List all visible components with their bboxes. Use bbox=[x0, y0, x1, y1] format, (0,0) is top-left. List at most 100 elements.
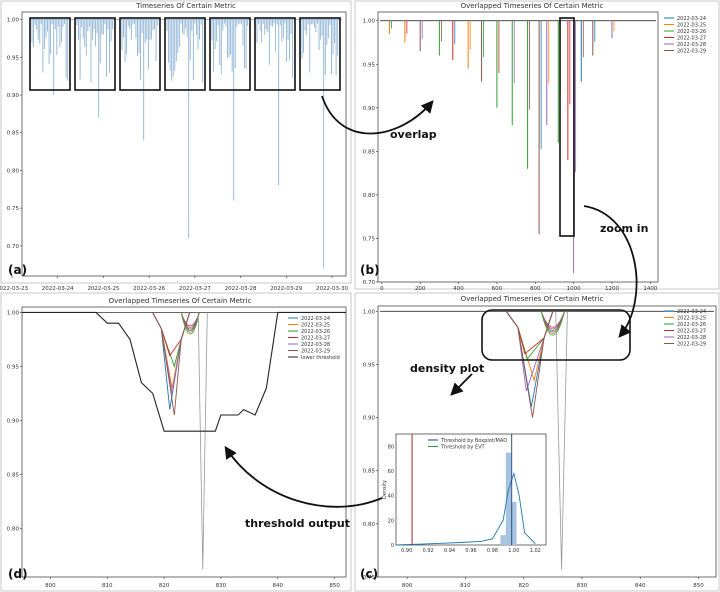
panel-d-xtick-3: 830 bbox=[216, 583, 227, 589]
panel-d-marks: 1.00 0.95 0.90 0.85 0.80 800 810 820 830 840 850 20… bbox=[7, 310, 346, 589]
panel-c-ytick-1: 0.95 bbox=[363, 362, 376, 368]
panel-d-lower-threshold bbox=[22, 311, 346, 432]
panel-b-legend-4: 2022-03-28 bbox=[677, 42, 706, 48]
panel-c-deep-spike bbox=[555, 311, 568, 570]
panel-d-legend-6: lower threshold bbox=[301, 355, 340, 361]
panel-c-xtick-1: 810 bbox=[460, 583, 471, 589]
panel-c-loop-5 bbox=[540, 311, 565, 336]
panel-b-ytick-6: 0.70 bbox=[363, 280, 376, 286]
inset-hist-bar-1 bbox=[505, 452, 512, 545]
inset-hist-bar-0 bbox=[500, 535, 506, 545]
inset-density-curve bbox=[395, 471, 536, 546]
panel-d-xtick-4: 840 bbox=[273, 583, 284, 589]
day-box-1 bbox=[29, 17, 71, 91]
callout-threshold-output: threshold output bbox=[245, 517, 350, 530]
panel-a-ytick-6: 0.70 bbox=[7, 244, 20, 250]
panel-a-xtick-5: 2022-03-28 bbox=[225, 286, 257, 292]
panel-a-ytick-3: 0.85 bbox=[7, 131, 20, 137]
panel-a-xtick-4: 2022-03-27 bbox=[179, 286, 211, 292]
day-box-2 bbox=[74, 17, 116, 91]
panel-c-series-2 bbox=[505, 311, 554, 361]
inset-xtick-5: 1.00 bbox=[508, 548, 519, 554]
panel-a-ytick-0: 1.00 bbox=[7, 18, 20, 24]
arrow-density bbox=[450, 373, 473, 396]
panel-c-legend-1: 2022-03-25 bbox=[677, 315, 706, 321]
panel-b-ytick-1: 0.95 bbox=[363, 62, 376, 68]
panel-a-xtick-3: 2022-03-26 bbox=[133, 286, 165, 292]
panel-a-title: Timeseries Of Certain Metric bbox=[135, 2, 236, 10]
panel-a-xtick-1: 2022-03-24 bbox=[42, 286, 74, 292]
panel-a-ytick-5: 0.75 bbox=[7, 206, 20, 212]
panel-c-xtick-0: 800 bbox=[402, 583, 413, 589]
panel-d-xtick-1: 810 bbox=[102, 583, 113, 589]
panel-b-legend-3: 2022-03-27 bbox=[677, 35, 706, 41]
panel-c-xtick-4: 840 bbox=[635, 583, 646, 589]
panel-c-title: Overlapped Timeseries Of Certain Metric bbox=[461, 295, 604, 303]
day-box-7 bbox=[299, 17, 341, 91]
panel-b-ytick-4: 0.80 bbox=[363, 193, 376, 199]
callout-density-plot: density plot bbox=[410, 362, 484, 375]
panel-d-title: Overlapped Timeseries Of Certain Metric bbox=[109, 297, 252, 305]
panel-b-marks: 1.00 0.95 0.90 0.85 0.80 0.75 0.70 0 200 400 600 80… bbox=[363, 16, 706, 292]
panel-a-ytick-1: 0.95 bbox=[7, 55, 20, 61]
panel-c-legend-2: 2022-03-26 bbox=[677, 322, 706, 328]
inset-marks: 80 60 40 20 0 0.90 0.92 0.94 0.96 0.98 1.00 1.02 Den… bbox=[382, 433, 547, 554]
panel-c-legend-0: 2022-03-24 bbox=[677, 309, 706, 315]
panel-d-xtick-2: 820 bbox=[159, 583, 170, 589]
panel-a-frame bbox=[0, 0, 352, 284]
panel-c-loop-0 bbox=[540, 311, 565, 328]
panel-a-xtick-2: 2022-03-25 bbox=[87, 286, 119, 292]
panel-b-label: (b) bbox=[360, 263, 380, 277]
inset-ytick-3: 20 bbox=[388, 518, 394, 524]
panel-c-frame bbox=[354, 292, 720, 592]
inset-xtick-6: 1.02 bbox=[530, 548, 541, 554]
inset-ylabel: Density bbox=[382, 480, 388, 499]
panel-c-legend-4: 2022-03-28 bbox=[677, 335, 706, 341]
panel-c-xtick-5: 850 bbox=[693, 583, 704, 589]
panel-a-xtick-7: 2022-03-30 bbox=[316, 286, 348, 292]
inset-ytick-1: 60 bbox=[388, 469, 394, 475]
panel-b-xtick-2: 400 bbox=[453, 286, 464, 292]
panel-b-xtick-5: 1000 bbox=[567, 286, 581, 292]
inset-xtick-4: 0.98 bbox=[487, 548, 498, 554]
inset-frame bbox=[395, 433, 547, 546]
inset-xtick-2: 0.94 bbox=[444, 548, 455, 554]
panel-c-xtick-2: 820 bbox=[518, 583, 529, 589]
day-box-5 bbox=[209, 17, 251, 91]
panel-b-xtick-7: 1400 bbox=[643, 286, 657, 292]
panel-c-legend-3: 2022-03-27 bbox=[677, 328, 706, 334]
panel-b-legend-0: 2022-03-24 bbox=[677, 16, 706, 22]
panel-b-legend-5: 2022-03-29 bbox=[677, 48, 706, 54]
panel-d-deep-spike bbox=[197, 312, 208, 570]
panel-d-legend-2: 2022-03-26 bbox=[301, 329, 330, 335]
panel-d-axes bbox=[21, 306, 347, 578]
panel-c-ytick-4: 0.80 bbox=[363, 522, 376, 528]
panel-a-xtick-0: 2022-03-23 bbox=[0, 286, 28, 292]
inset-legend-1: Threshold by EVT bbox=[440, 444, 486, 450]
panel-b-zoom-box bbox=[559, 17, 575, 237]
panel-a-ytick-4: 0.80 bbox=[7, 168, 20, 174]
inset-legend-0: Threshold by Boxplot/MAD bbox=[440, 438, 507, 444]
arrow-overlap bbox=[321, 95, 434, 135]
panel-a-xtick-6: 2022-03-29 bbox=[270, 286, 302, 292]
panel-c-ytick-3: 0.85 bbox=[363, 469, 376, 475]
day-box-3 bbox=[119, 17, 161, 91]
panel-a-marks: 1.00 0.95 0.90 0.85 0.80 0.75 0.70 2022-03-23 20… bbox=[0, 18, 348, 292]
panel-a-day-boxes bbox=[29, 17, 341, 91]
panel-d-loop-5 bbox=[180, 312, 200, 335]
panel-b-legend-2: 2022-03-26 bbox=[677, 29, 706, 35]
arrow-threshold-output bbox=[224, 445, 383, 508]
arrow-zoom-in bbox=[583, 205, 638, 338]
panel-b-title: Overlapped Timeseries Of Certain Metric bbox=[461, 2, 604, 10]
panel-b-ytick-0: 1.00 bbox=[363, 19, 376, 25]
panel-c-ytick-5: 0.75 bbox=[363, 575, 376, 581]
inset-ytick-0: 80 bbox=[388, 444, 394, 450]
panel-b-xtick-3: 600 bbox=[492, 286, 503, 292]
panel-d-label: (d) bbox=[8, 567, 28, 581]
panel-a-label: (a) bbox=[8, 263, 27, 277]
panel-d-ytick-3: 0.85 bbox=[7, 472, 20, 478]
panel-b-ytick-5: 0.75 bbox=[363, 236, 376, 242]
